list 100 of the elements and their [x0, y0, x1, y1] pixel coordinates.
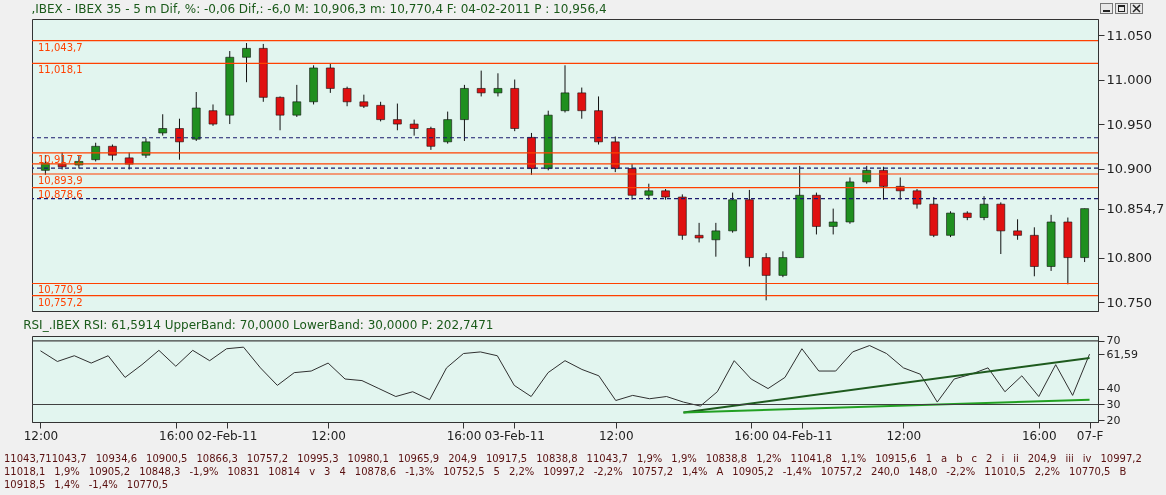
y-tick-label: 10.854,7: [1106, 201, 1165, 217]
text: 2: [986, 452, 993, 465]
text: 10918,5: [4, 478, 46, 491]
text: 10917,5: [485, 452, 528, 465]
candlestick: [342, 86, 352, 107]
text: 10752,5: [443, 465, 485, 478]
candlestick: [711, 222, 721, 258]
text: -2,2%: [946, 465, 976, 478]
candlestick: [242, 42, 251, 83]
text: 240,0: [871, 465, 900, 478]
text: 10997,2: [543, 465, 585, 478]
text: 4: [339, 465, 346, 478]
text: 10848,3: [139, 465, 181, 478]
y-tick-label: 10.950: [1106, 116, 1152, 132]
candlestick: [426, 126, 436, 151]
text: 1: [925, 452, 933, 465]
candlestick: [1013, 218, 1022, 241]
text: a: [941, 452, 948, 465]
candlestick: [443, 111, 452, 145]
candlestick: [393, 103, 402, 131]
text: 3: [324, 465, 331, 478]
candlestick: [694, 222, 704, 243]
text: 10838,8: [705, 452, 748, 465]
ref-line-label: 11,018,1: [38, 64, 83, 76]
y-tick-label: 61,59: [1106, 347, 1138, 361]
text: 10814: [268, 465, 301, 478]
candlestick: [409, 119, 419, 137]
text: 10915,6: [875, 452, 917, 465]
x-tick-label: 03-Feb-11: [484, 428, 545, 443]
candlestick: [275, 95, 285, 131]
text: 10965,9: [397, 452, 440, 465]
text: 10997,2: [1100, 452, 1142, 465]
text: c: [971, 452, 978, 465]
candlestick: [158, 113, 168, 137]
text: 11010,5: [984, 465, 1026, 478]
x-tick-label: 12:00: [311, 428, 346, 443]
y-tick-label: 40: [1106, 382, 1121, 396]
text: 10866,3: [196, 452, 238, 465]
y-tick-label: 20: [1106, 413, 1121, 427]
text: -2,2%: [593, 465, 623, 478]
text: 148,0: [908, 465, 938, 478]
candlestick: [577, 87, 587, 120]
x-tick-label: 12:00: [886, 428, 922, 443]
text: 2,2%: [1034, 465, 1061, 478]
x-tick-label: 16:00: [734, 428, 769, 443]
text: -1,9%: [189, 465, 219, 478]
text: B: [1119, 465, 1127, 478]
text: 1,1%: [840, 452, 867, 465]
text: -1,4%: [88, 478, 118, 491]
line-series: [39, 345, 1091, 407]
candlestick: [761, 252, 771, 301]
candlestick: [828, 208, 838, 235]
text: 11043,7: [586, 452, 628, 465]
ref-line-label: 10,770,9: [38, 284, 83, 296]
text: 1,9%: [636, 452, 663, 465]
y-tick-label: 70: [1106, 334, 1121, 348]
candlestick: [979, 195, 989, 221]
text: 10934,6: [95, 452, 138, 465]
text: 5: [493, 465, 500, 478]
text: 10770,5: [126, 478, 169, 491]
text: b: [956, 452, 963, 465]
y-tick-label: 10.900: [1106, 161, 1152, 177]
text: -1,4%: [782, 465, 812, 478]
text: 10905,2: [732, 465, 774, 478]
x-tick-label: 07-F: [1076, 428, 1104, 443]
text: 10757,2: [820, 465, 863, 478]
text: 10757,2: [631, 465, 674, 478]
text: 1,4%: [682, 465, 708, 478]
text: 11018,1: [4, 465, 46, 478]
y-tick-label: 10.750: [1106, 294, 1152, 310]
x-tick-label: 16:00: [1021, 428, 1057, 443]
x-tick-label: 12:00: [598, 428, 634, 443]
text: A: [716, 465, 724, 478]
chart-title: ,IBEX - IBEX 35 - 5 m Dif, %: -0,06 Dif,: -6,0 M: 10,906,3 m: 10,770,4 F: 04-02-2011 P : 10,956,4: [31, 2, 607, 16]
candlestick: [326, 63, 335, 94]
candlestick: [359, 94, 369, 109]
x-tick-label: 02-Feb-11: [196, 428, 258, 443]
text: 11041,8: [790, 452, 832, 465]
text: iv: [1082, 452, 1092, 465]
candlestick: [175, 118, 184, 161]
text: 11043,711043,7: [4, 452, 87, 465]
text: 10831: [227, 465, 260, 478]
text: iii: [1065, 452, 1074, 465]
text: 10838,8: [536, 452, 578, 465]
text: 204,9: [448, 452, 477, 465]
candlestick: [493, 72, 503, 97]
y-tick-label: 10.800: [1106, 250, 1152, 266]
text: 10980,1: [347, 452, 389, 465]
text: 1,9%: [671, 452, 697, 465]
candlestick: [292, 84, 302, 118]
text: 1,2%: [756, 452, 782, 465]
text: 10995,3: [297, 452, 339, 465]
text: 10770,5: [1069, 465, 1111, 478]
candlestick: [476, 70, 486, 97]
text: 204,9: [1027, 452, 1057, 465]
ref-line-label: 11,043,7: [38, 41, 83, 53]
text: -1,3%: [405, 465, 435, 478]
candlestick: [879, 166, 888, 201]
candlestick: [91, 142, 100, 162]
text: 10757,2: [246, 452, 289, 465]
